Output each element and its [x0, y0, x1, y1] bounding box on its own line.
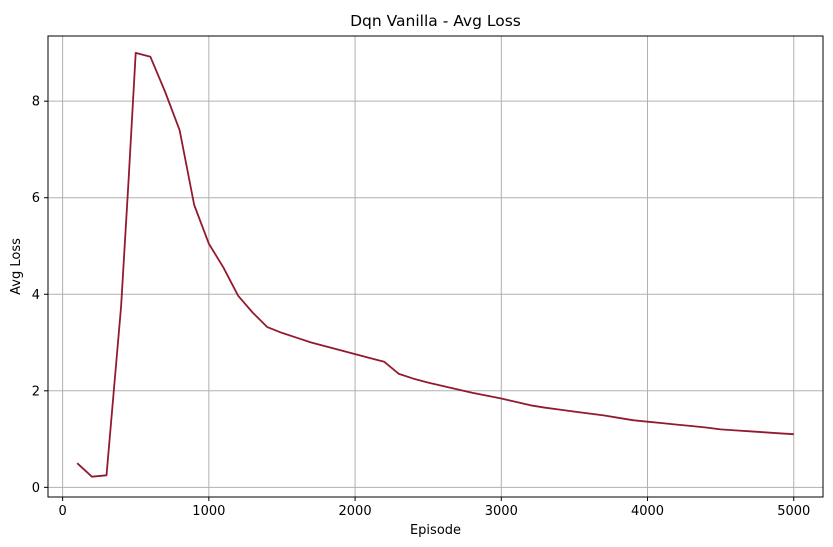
chart-title: Dqn Vanilla - Avg Loss	[350, 12, 521, 30]
series-line	[76, 52, 794, 478]
y-tick-label: 2	[32, 384, 40, 399]
y-tick-label: 4	[32, 288, 40, 303]
x-tick-label: 5000	[777, 504, 810, 519]
x-tick-label: 0	[58, 504, 66, 519]
x-tick-label: 4000	[631, 504, 664, 519]
y-tick-label: 8	[32, 95, 40, 110]
y-tick-label: 0	[32, 481, 40, 496]
x-tick-label: 1000	[192, 504, 225, 519]
x-tick-label: 3000	[485, 504, 518, 519]
series-layer	[76, 52, 794, 478]
ticks: 0 1000 2000 3000 4000 5000 0 2 4 6 8	[32, 95, 811, 519]
y-tick-label: 6	[32, 191, 40, 206]
x-axis-label: Episode	[410, 523, 461, 538]
plot-frame	[47, 35, 824, 498]
x-tick-label: 2000	[339, 504, 372, 519]
grid	[48, 36, 823, 497]
y-axis-label: Avg Loss	[9, 238, 24, 295]
